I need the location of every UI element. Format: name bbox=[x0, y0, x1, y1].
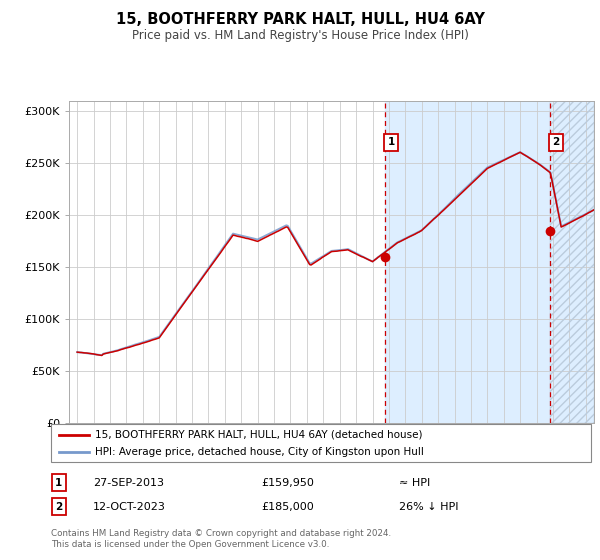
Text: 15, BOOTHFERRY PARK HALT, HULL, HU4 6AY (detached house): 15, BOOTHFERRY PARK HALT, HULL, HU4 6AY … bbox=[95, 430, 423, 440]
Text: 15, BOOTHFERRY PARK HALT, HULL, HU4 6AY: 15, BOOTHFERRY PARK HALT, HULL, HU4 6AY bbox=[116, 12, 484, 27]
Text: 27-SEP-2013: 27-SEP-2013 bbox=[93, 478, 164, 488]
Text: ≈ HPI: ≈ HPI bbox=[399, 478, 430, 488]
Text: 1: 1 bbox=[55, 478, 62, 488]
Text: 1: 1 bbox=[388, 137, 395, 147]
Text: 2: 2 bbox=[55, 502, 62, 512]
Text: 26% ↓ HPI: 26% ↓ HPI bbox=[399, 502, 458, 512]
Text: HPI: Average price, detached house, City of Kingston upon Hull: HPI: Average price, detached house, City… bbox=[95, 447, 424, 457]
Bar bbox=[550, 101, 594, 423]
Text: Contains HM Land Registry data © Crown copyright and database right 2024.
This d: Contains HM Land Registry data © Crown c… bbox=[51, 529, 391, 549]
Text: 2: 2 bbox=[553, 137, 560, 147]
Bar bbox=[550, 101, 594, 423]
Text: 12-OCT-2023: 12-OCT-2023 bbox=[93, 502, 166, 512]
Bar bbox=[385, 101, 550, 423]
Text: Price paid vs. HM Land Registry's House Price Index (HPI): Price paid vs. HM Land Registry's House … bbox=[131, 29, 469, 42]
Text: £185,000: £185,000 bbox=[261, 502, 314, 512]
Text: £159,950: £159,950 bbox=[261, 478, 314, 488]
